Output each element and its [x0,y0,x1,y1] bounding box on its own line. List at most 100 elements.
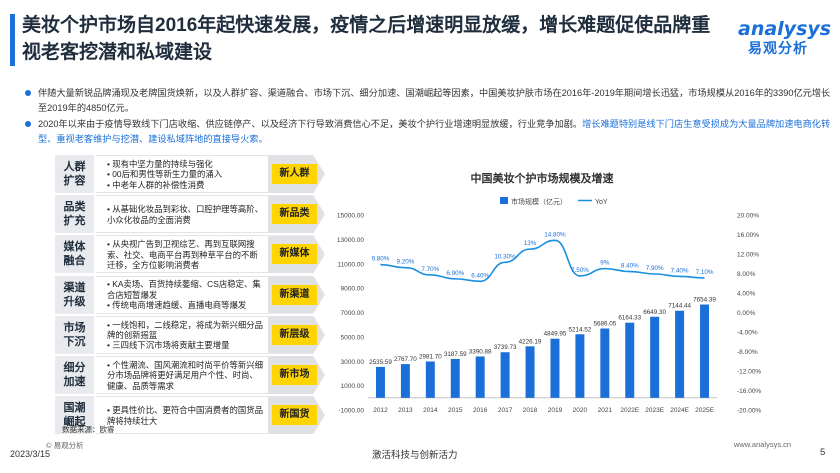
yoy-value-label: 10.30% [494,253,516,260]
yoy-value-label: 6.90% [446,270,464,277]
y-left-tick-label: -1000.00 [338,408,364,415]
bar-value-label: 3390.88 [469,348,492,355]
legend-swatch-bar [500,197,508,204]
x-tick-label: 2019 [548,407,563,414]
bar-value-label: 2767.70 [394,356,417,363]
bar [425,361,435,398]
footer-url[interactable]: www.analysys.cn [734,440,792,449]
bar-value-label: 5686.05 [593,321,616,328]
factor-row: 媒体融合 • 从央视广告到卫视综艺、再到互联网搜索、社交、电商平台再到种草平台的… [55,235,325,274]
bar [675,310,685,398]
bar [575,334,585,398]
x-tick-label: 2016 [473,407,488,414]
footer-slogan: 激活科技与创新活力 [372,450,458,461]
y-right-tick-label: -8.00% [737,349,758,356]
yoy-value-label: 8.40% [621,263,639,270]
factor-label: 人群扩容 [55,155,94,193]
page-title: 美妆个护市场自2016年起快速发展，疫情之后增速明显放缓，增长难题促使品牌重视老… [22,15,711,63]
factor-row: 细分加速 • 个性潮流、国风潮流和时尚平价等新兴细分市场品牌将更好满足用户个性、… [55,355,325,394]
growth-factor-list: 人群扩容 • 现有中坚力量的持续与强化 • 00后和男性等新生力量的涌入 • 中… [55,155,325,436]
x-tick-label: 2021 [598,407,613,414]
bar [475,356,485,398]
legend-label-bar: 市场规模（亿元） [511,197,567,206]
x-tick-label: 2018 [523,407,538,414]
x-tick-label: 2020 [573,407,588,414]
factor-row: 市场下沉 • 一线饱和，二线稳定，将成为新兴细分品牌的创新摇篮 • 三四线下沉市… [55,315,325,354]
y-right-tick-label: 20.00% [737,213,759,220]
y-left-tick-label: 7000.00 [341,310,365,317]
bullet-text: 伴随大量新锐品牌涌现及老牌国货焕新，以及人群扩容、渠道融合、市场下沉、细分加速、… [38,88,831,113]
yoy-value-label: 9% [600,260,610,267]
bar [400,364,410,398]
factor-label: 媒体融合 [55,235,94,274]
x-tick-label: 2022E [620,407,639,414]
y-right-tick-label: -16.00% [737,388,761,395]
bar-value-label: 2535.59 [369,359,392,366]
factor-tag: 新层级 [272,324,317,345]
brand-logo: analysys 易观分析 [738,18,831,64]
bar [450,358,460,398]
bar-value-label: 4849.95 [544,331,567,338]
y-left-tick-label: 11000.00 [337,261,364,268]
yoy-value-label: 9.20% [396,259,414,266]
factor-description: • KA卖场、百货持续萎缩、CS店稳定、集合店短暂爆发 • 传统电商增速趋缓、直… [96,275,268,314]
bullet-item: 2020年以来由于疫情导致线下门店收缩、供应链停产、以及经济下行导致消费信心不足… [25,117,833,146]
y-right-tick-label: 12.00% [737,252,759,259]
yoy-value-label: 7.50% [571,267,589,274]
summary-bullets: 伴随大量新锐品牌涌现及老牌国货焕新，以及人群扩容、渠道融合、市场下沉、细分加速、… [25,86,833,148]
bar [600,328,610,398]
factor-description: • 从央视广告到卫视综艺、再到互联网搜索、社交、电商平台再到种草平台的不断迁移，… [96,235,268,274]
bullet-text: 2020年以来由于疫情导致线下门店收缩、供应链停产、以及经济下行导致消费信心不足… [38,119,583,129]
factor-tag: 新媒体 [272,244,317,265]
bullet-item: 伴随大量新锐品牌涌现及老牌国货焕新，以及人群扩容、渠道融合、市场下沉、细分加速、… [25,86,833,115]
page-number: 5 [820,447,826,458]
bar-value-label: 6649.30 [643,309,666,316]
yoy-value-label: 14.80% [544,231,566,238]
factor-tag: 新渠道 [272,284,317,305]
bar-value-label: 3739.73 [494,344,517,351]
y-left-tick-label: 13000.00 [337,237,364,244]
copyright-text: © 易观分析 [46,441,84,450]
x-tick-label: 2015 [448,407,463,414]
yoy-value-label: 7.70% [421,266,439,273]
yoy-value-label: 9.80% [372,256,390,263]
x-tick-label: 2012 [373,407,388,414]
bar-value-label: 7144.44 [668,303,691,310]
bar-value-label: 3187.59 [444,351,467,358]
bar [500,352,510,398]
y-right-tick-label: 4.00% [737,291,756,298]
yoy-line [380,239,705,283]
x-tick-label: 2013 [398,407,413,414]
x-tick-label: 2023E [645,407,664,414]
bar-value-label: 2981.70 [419,353,442,360]
y-right-tick-label: 16.00% [737,232,759,239]
bar [650,316,660,398]
factor-tag: 新品类 [272,204,317,225]
x-tick-label: 2025E [695,407,714,414]
factor-label: 国潮崛起 [55,396,94,435]
report-date: 2023/3/15 [10,449,51,459]
yoy-value-label: 7.40% [671,267,689,274]
bar-value-label: 7654.39 [693,297,716,304]
factor-description: • 现有中坚力量的持续与强化 • 00后和男性等新生力量的涌入 • 中老年人群的… [96,155,268,193]
bar [625,322,635,398]
yoy-value-label: 7.10% [696,269,714,276]
y-left-tick-label: 9000.00 [341,286,365,293]
y-left-tick-label: 1000.00 [341,383,365,390]
y-right-tick-label: -20.00% [737,408,761,415]
factor-row: 国潮崛起 • 更具性价比、更符合中国消费者的国货品牌将持续壮大 新国货 [55,396,325,435]
y-right-tick-label: 0.00% [737,310,756,317]
bar [375,366,385,398]
factor-tag: 新人群 [272,164,317,184]
title-accent-bar [10,14,15,66]
factor-description: • 更具性价比、更符合中国消费者的国货品牌将持续壮大 [96,396,268,435]
bullet-highlight: 增长难题特别是线下门店生意受损成为大量品牌加速电商化转型、重视老客维护与挖潜、建… [38,119,831,144]
factor-description: • 个性潮流、国风潮流和时尚平价等新兴细分市场品牌将更好满足用户个性、时尚、健康… [96,355,268,394]
yoy-value-label: 6.40% [471,272,489,279]
factor-label: 市场下沉 [55,315,94,354]
logo-cn-text: 易观分析 [748,40,808,56]
factor-tag: 新国货 [272,405,317,426]
bar-value-label: 5214.52 [569,326,592,333]
data-source: 数据来源：欧睿 [62,425,115,434]
